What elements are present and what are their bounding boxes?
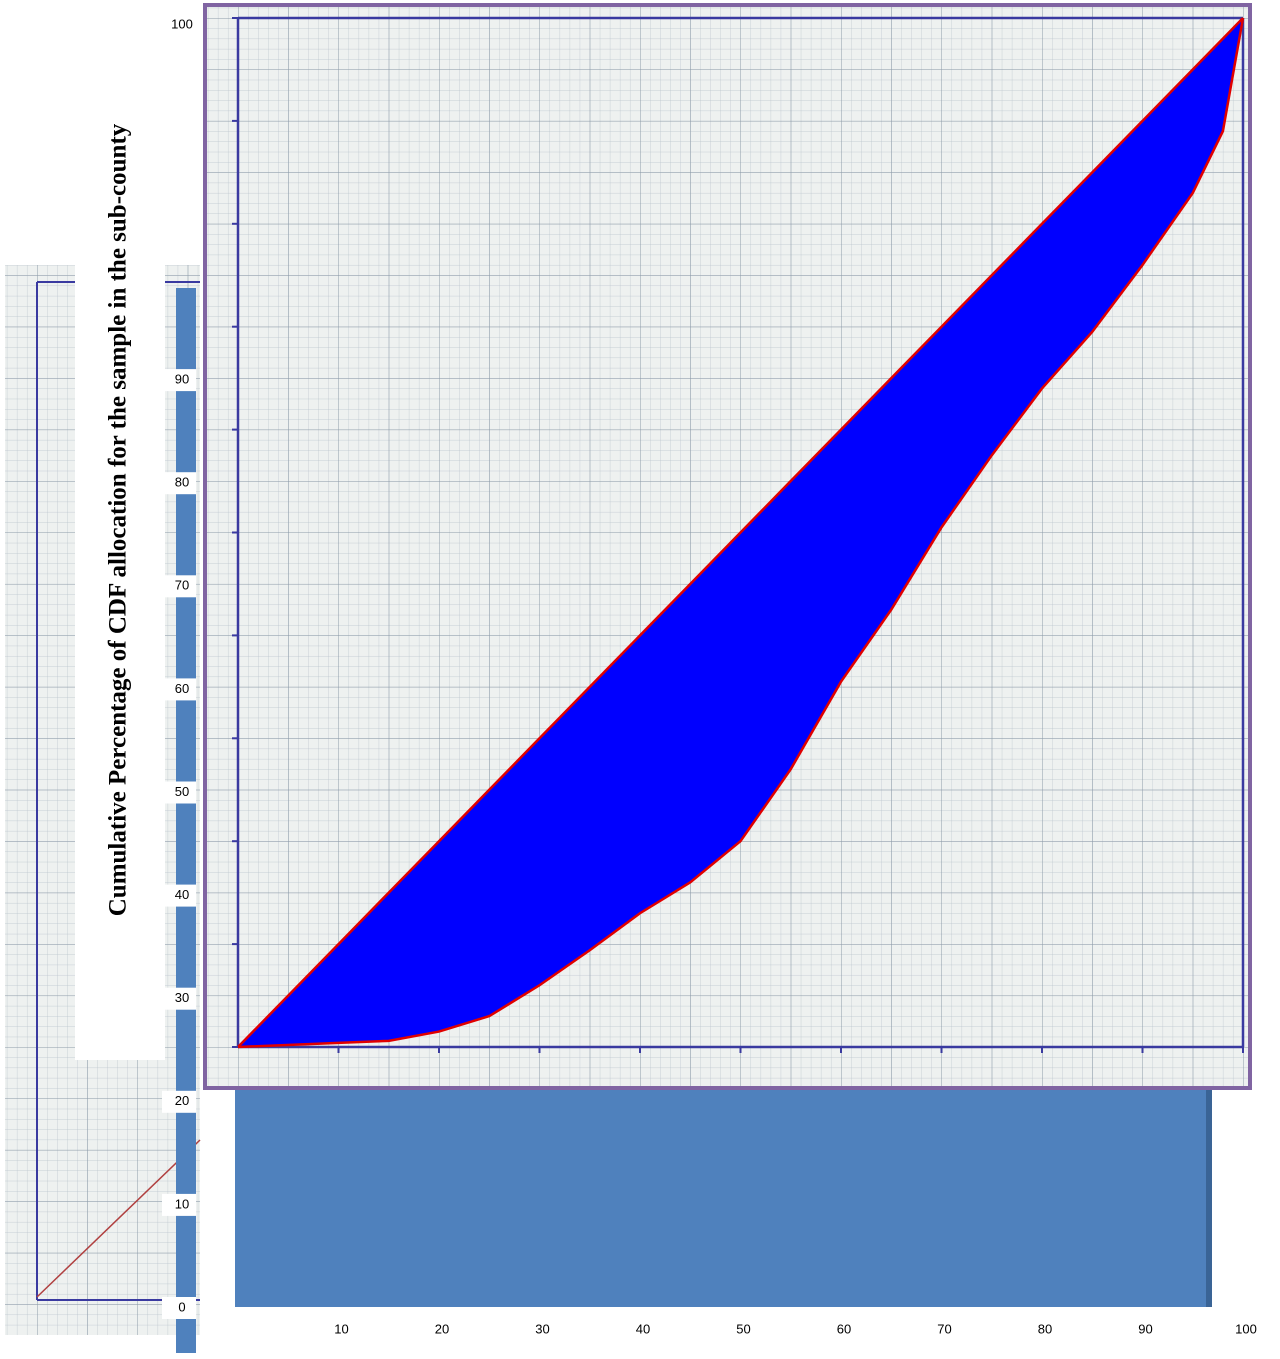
y-axis-title: Cumulative Percentage of CDF allocation …	[105, 123, 132, 916]
x-tick-label: 70	[937, 1321, 951, 1336]
y-tick-label: 80	[175, 475, 189, 490]
chart: Cumulative Percentage of CDF allocation …	[0, 0, 1280, 1359]
y-tick-label: 40	[175, 887, 189, 902]
page: {"chart_data": { "type": "lorenz", "y_la…	[0, 0, 1280, 1359]
y-tick-label: 10	[175, 1196, 189, 1211]
x-tick-label: 30	[535, 1321, 549, 1336]
x-tick-label: 90	[1138, 1321, 1152, 1336]
y-tick-label: 60	[175, 681, 189, 696]
x-tick-label: 50	[736, 1321, 750, 1336]
y-tick-label: 100	[171, 16, 193, 31]
x-tick-label: 100	[1235, 1321, 1257, 1336]
y-tick-label: 90	[175, 372, 189, 387]
y-tick-label: 50	[175, 784, 189, 799]
x-tick-label: 40	[636, 1321, 650, 1336]
x-tick-label: 60	[837, 1321, 851, 1336]
x-tick-label: 80	[1038, 1321, 1052, 1336]
block-edge	[1206, 1088, 1212, 1307]
y-tick-label: 20	[175, 1093, 189, 1108]
x-tick-label: 10	[334, 1321, 348, 1336]
y-tick-label: 30	[175, 990, 189, 1005]
blue-block	[235, 1088, 1210, 1307]
y-tick-label: 0	[178, 1299, 185, 1314]
x-tick-label: 20	[435, 1321, 449, 1336]
y-tick-label: 70	[175, 578, 189, 593]
